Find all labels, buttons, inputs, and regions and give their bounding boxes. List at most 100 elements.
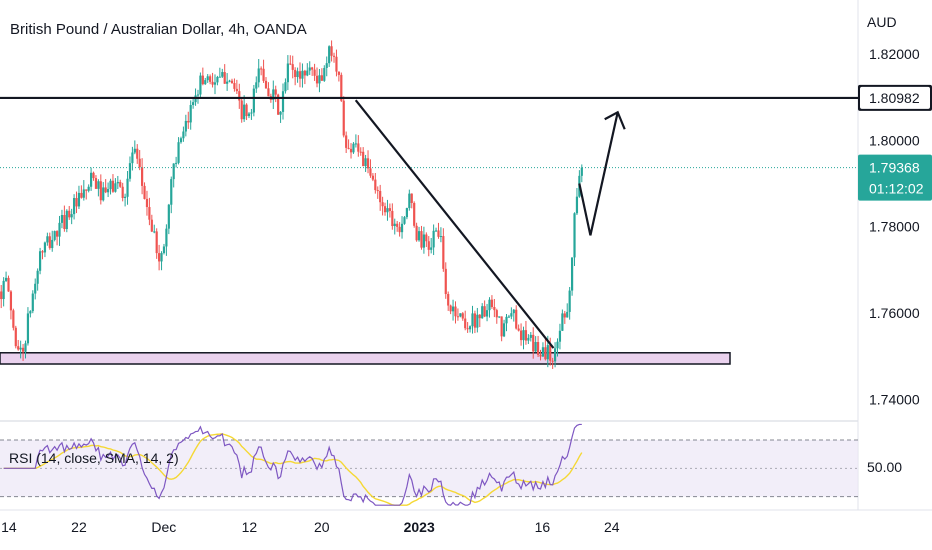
candle-body: [362, 151, 365, 167]
candle-body: [223, 72, 226, 84]
candle: [247, 112, 251, 119]
candle-body: [311, 67, 314, 70]
candle: [323, 65, 326, 82]
candle-body: [221, 72, 224, 77]
candle-body: [427, 241, 430, 250]
candle-body: [328, 46, 331, 64]
candle-body: [289, 63, 292, 65]
candle: [216, 75, 219, 86]
candle-body: [284, 82, 287, 92]
candle: [335, 49, 338, 77]
candle-body: [87, 186, 90, 191]
candle-body: [325, 63, 328, 68]
time-tick-label: 24: [604, 519, 620, 535]
candle: [478, 314, 481, 328]
candle: [456, 308, 460, 321]
candle-body: [366, 158, 370, 169]
candle: [158, 244, 161, 271]
currency-label: AUD: [867, 14, 897, 30]
candle-body: [46, 236, 49, 243]
candle-body: [408, 193, 411, 209]
candle-body: [553, 348, 557, 362]
candle-body: [141, 167, 144, 186]
candle: [97, 179, 100, 197]
candle: [7, 275, 10, 292]
candle: [133, 140, 136, 155]
candle-body: [255, 82, 258, 89]
candle-body: [345, 135, 348, 148]
price-axis[interactable]: 1.82000 1.80000 1.78000 1.76000 1.74000: [869, 46, 920, 407]
candle: [94, 175, 98, 189]
candle-body: [515, 309, 518, 329]
candle: [0, 284, 3, 309]
candle-body: [68, 210, 71, 218]
candle: [192, 98, 195, 109]
candle-body: [444, 268, 447, 295]
candle: [561, 309, 564, 331]
candle-body: [546, 345, 549, 360]
candle: [366, 150, 370, 174]
candle-body: [340, 74, 343, 101]
candle-body: [31, 293, 34, 312]
candle: [204, 77, 207, 85]
candle: [483, 300, 486, 318]
candle: [175, 156, 178, 168]
candle-body: [439, 236, 443, 238]
candle: [228, 79, 231, 83]
candle: [60, 209, 64, 229]
candle-body: [201, 75, 204, 85]
candle-body: [379, 190, 382, 203]
candle: [342, 96, 345, 138]
rsi-line: [3, 423, 582, 506]
candle-body: [359, 151, 362, 153]
candle-body: [357, 143, 360, 152]
candle: [126, 171, 129, 205]
candle: [160, 251, 163, 271]
candle: [116, 175, 119, 189]
candle: [279, 111, 282, 123]
time-tick-label: 20: [314, 519, 330, 535]
candle: [51, 230, 54, 252]
candle: [544, 338, 547, 361]
candle-body: [165, 228, 168, 247]
candle-body: [114, 183, 117, 192]
current-price-countdown: 01:12:02: [869, 181, 924, 197]
time-axis[interactable]: 14 22 Dec 12 20 2023 16 24: [1, 519, 620, 535]
candle: [179, 136, 183, 144]
candle: [464, 310, 467, 331]
candle-body: [352, 143, 355, 153]
candle-body: [97, 181, 100, 189]
candle: [476, 307, 479, 333]
candle-body: [184, 120, 187, 132]
candle: [148, 197, 151, 226]
candle-body: [398, 226, 401, 233]
candle-body: [213, 82, 217, 85]
candle: [58, 215, 61, 246]
candle: [21, 344, 25, 361]
candle-body: [541, 347, 545, 357]
support-zone[interactable]: [0, 352, 731, 365]
candle-body: [252, 88, 255, 113]
candle-body: [337, 71, 340, 75]
candle: [281, 83, 285, 120]
candle: [507, 314, 511, 318]
projection-arrow[interactable]: [578, 110, 626, 236]
projection-arrowhead: [604, 110, 626, 130]
candle-body: [519, 330, 523, 341]
candle-body: [536, 342, 540, 355]
candle: [65, 209, 68, 233]
candle-body: [187, 120, 190, 123]
candle: [155, 228, 158, 259]
candle: [92, 171, 95, 181]
candle-body: [500, 316, 503, 337]
candle-body: [532, 334, 535, 352]
candle: [580, 164, 583, 183]
price-tick-label: 1.76000: [869, 305, 920, 321]
descending-trendline[interactable]: [354, 99, 555, 349]
candle: [553, 342, 557, 368]
candle-body: [182, 131, 185, 139]
candle: [128, 156, 132, 182]
candle: [177, 137, 180, 165]
candle: [306, 63, 309, 77]
